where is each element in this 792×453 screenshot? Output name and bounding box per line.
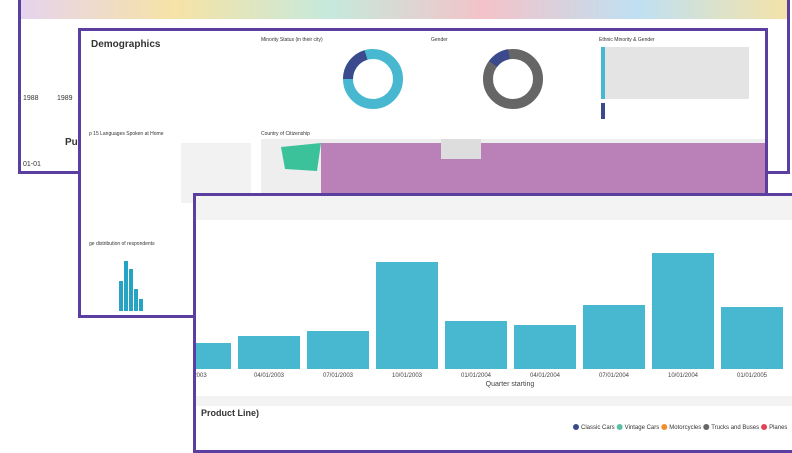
divider — [196, 396, 792, 406]
donut-slice — [488, 49, 511, 68]
bar-chart-panel: Quarter starting Product Line) 2003 04/01… — [193, 193, 792, 453]
chart: Quarter starting Product Line) 2003 04/01… — [196, 253, 792, 431]
chart-title: Gender — [431, 37, 448, 43]
stream-area — [21, 0, 787, 19]
bar — [583, 305, 645, 369]
bar — [376, 262, 438, 369]
legend-marker — [703, 424, 710, 430]
chart-title: Minority Status (in their city) — [261, 37, 323, 43]
dashboard-title: Demographics — [91, 39, 161, 50]
year-label: 1988 — [23, 95, 39, 102]
legend-marker — [616, 424, 623, 430]
x-tick-label: 04/01/2004 — [530, 373, 561, 379]
bar — [307, 331, 369, 369]
bar — [652, 253, 714, 369]
panel-title: Product Line) — [201, 408, 259, 418]
bar — [721, 307, 783, 369]
legend-marker — [573, 424, 579, 430]
legend-label: Trucks and Buses — [711, 425, 759, 431]
x-tick-label: 07/01/2004 — [599, 373, 630, 379]
bar — [445, 321, 507, 369]
legend-marker — [761, 424, 768, 430]
sankey-flow — [605, 47, 749, 99]
donut — [483, 49, 543, 109]
toolbar — [196, 196, 792, 220]
bar — [238, 336, 300, 369]
x-tick-label: 10/01/2003 — [392, 373, 423, 379]
histogram — [119, 261, 143, 311]
map-region — [441, 139, 481, 159]
legend-marker — [661, 424, 668, 430]
legend-label: Planes — [769, 425, 787, 431]
legend-label: Vintage Cars — [625, 425, 660, 431]
year-label: 1989 — [57, 95, 73, 102]
chart-title: Country of Citizenship — [261, 131, 310, 137]
chart-title: p 15 Languages Spoken at Home — [89, 131, 164, 137]
x-tick-label: 04/01/2003 — [254, 373, 285, 379]
bar — [514, 325, 576, 369]
x-tick-label: 07/01/2003 — [323, 373, 354, 379]
x-tick-label: 2003 — [196, 373, 207, 379]
x-tick-label: 10/01/2004 — [668, 373, 699, 379]
date-label: 01-01 — [23, 161, 41, 168]
map-region — [281, 143, 321, 171]
x-tick-label: 01/01/2005 — [737, 373, 768, 379]
chart-title: Ethnic Minority & Gender — [599, 37, 655, 43]
x-tick-label: 01/01/2004 — [461, 373, 492, 379]
chart-title: ge distribution of respondents — [89, 241, 155, 247]
bar — [196, 343, 231, 369]
sankey-node — [601, 103, 605, 119]
legend-label: Classic Cars — [581, 425, 615, 431]
donut-slice — [343, 50, 368, 80]
legend-label: Motorcycles — [669, 425, 701, 431]
sankey-node — [601, 47, 605, 99]
x-axis-label: Quarter starting — [486, 381, 535, 388]
